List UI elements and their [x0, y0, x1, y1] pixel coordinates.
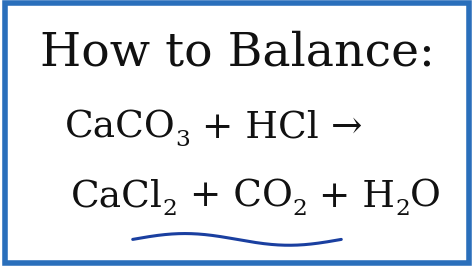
Text: + CO: + CO: [178, 179, 292, 215]
Text: How to Balance:: How to Balance:: [39, 31, 435, 76]
Text: 2: 2: [292, 198, 307, 220]
Text: CaCl: CaCl: [71, 179, 163, 215]
Text: CaCO: CaCO: [64, 110, 175, 146]
Text: 3: 3: [175, 129, 190, 151]
Text: + H: + H: [307, 179, 395, 215]
Text: O: O: [410, 179, 441, 215]
Text: 2: 2: [395, 198, 410, 220]
Text: + HCl: + HCl: [190, 110, 331, 146]
Text: 2: 2: [163, 198, 178, 220]
Text: →: →: [331, 110, 362, 146]
